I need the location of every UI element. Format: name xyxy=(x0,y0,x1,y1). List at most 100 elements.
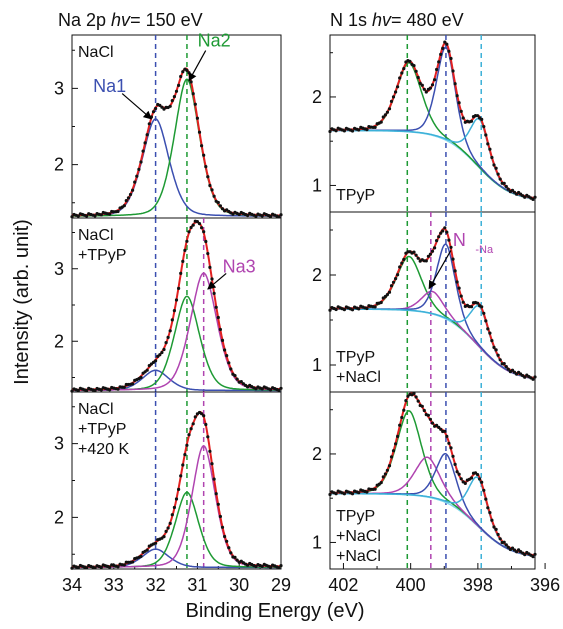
data-point xyxy=(512,190,517,194)
data-point xyxy=(210,462,214,466)
data-point xyxy=(85,389,89,393)
data-point xyxy=(428,252,432,256)
data-point xyxy=(391,449,396,453)
data-point xyxy=(430,83,435,87)
data-point xyxy=(494,348,498,352)
y-tick-label: 2 xyxy=(54,507,64,527)
data-point xyxy=(200,144,204,148)
data-point xyxy=(202,230,206,234)
data-point xyxy=(482,488,486,492)
data-point xyxy=(459,477,463,481)
data-point xyxy=(428,86,432,90)
data-point xyxy=(476,301,480,305)
data-point xyxy=(212,194,216,198)
x-tick-label: 402 xyxy=(328,575,358,595)
data-point xyxy=(197,130,202,134)
data-point xyxy=(328,492,332,497)
data-point xyxy=(439,231,443,235)
data-point xyxy=(512,370,517,374)
data-point xyxy=(455,94,459,98)
data-point xyxy=(191,422,195,426)
data-point xyxy=(214,492,218,496)
data-point xyxy=(227,361,231,365)
data-point xyxy=(174,298,179,302)
data-point xyxy=(396,85,400,89)
data-point xyxy=(441,229,445,233)
data-point xyxy=(488,331,492,335)
data-point xyxy=(208,183,212,188)
data-point xyxy=(168,104,172,108)
data-point xyxy=(223,534,227,539)
data-point xyxy=(206,435,210,439)
data-point xyxy=(187,230,191,234)
data-point xyxy=(170,318,174,322)
peak-arrow xyxy=(188,50,207,82)
data-point xyxy=(379,300,383,305)
data-point xyxy=(510,188,515,192)
data-point xyxy=(70,215,74,219)
data-point xyxy=(457,472,461,476)
data-point xyxy=(457,286,461,290)
data-point xyxy=(342,308,346,312)
data-point xyxy=(218,514,222,519)
data-point xyxy=(164,529,168,534)
data-point xyxy=(357,307,361,311)
data-point xyxy=(430,421,435,425)
y-tick-label: 3 xyxy=(54,259,64,279)
component-na2 xyxy=(72,295,281,391)
data-point xyxy=(124,199,128,203)
data-point xyxy=(170,99,174,103)
data-point xyxy=(164,341,168,345)
x-tick-label: 34 xyxy=(62,575,82,595)
data-point xyxy=(488,510,492,515)
sample-label: NaCl xyxy=(78,401,114,418)
data-point xyxy=(451,257,455,261)
data-point xyxy=(334,307,338,312)
data-point xyxy=(268,214,273,218)
data-point xyxy=(478,477,482,481)
data-point xyxy=(189,225,193,230)
data-point xyxy=(492,163,496,167)
data-point xyxy=(233,374,237,378)
data-point xyxy=(260,564,264,569)
data-point xyxy=(476,114,480,118)
data-point xyxy=(461,116,465,120)
data-point xyxy=(200,226,204,230)
x-axis-label: Binding Energy (eV) xyxy=(186,600,365,622)
x-tick-label: 30 xyxy=(229,575,249,595)
data-point xyxy=(482,125,486,129)
data-point xyxy=(387,464,392,468)
data-point xyxy=(116,565,120,569)
data-point xyxy=(160,105,164,109)
data-point xyxy=(279,213,283,217)
data-point xyxy=(412,391,416,396)
data-point xyxy=(379,481,383,485)
subpanel-3: 1 2 TPyP +NaCl +NaCl xyxy=(312,391,537,570)
subpanel-1: 2 3 NaCl Na1 Na2 xyxy=(54,30,283,219)
data-point xyxy=(99,213,103,217)
data-point xyxy=(412,64,416,68)
data-point xyxy=(202,153,206,157)
data-point xyxy=(350,492,355,496)
data-point xyxy=(145,368,149,372)
data-point xyxy=(108,388,112,392)
data-point xyxy=(383,113,387,117)
data-point xyxy=(523,195,527,199)
data-point xyxy=(394,277,398,281)
data-point xyxy=(437,425,441,429)
sample-label: +NaCl xyxy=(336,369,381,386)
title-hv: hv xyxy=(111,10,131,30)
data-point xyxy=(187,71,191,75)
data-point xyxy=(404,399,408,403)
data-point xyxy=(492,525,496,529)
data-point xyxy=(99,565,103,569)
data-point xyxy=(216,200,220,205)
data-point xyxy=(206,175,210,179)
data-point xyxy=(137,167,141,171)
y-tick-label: 2 xyxy=(54,331,64,351)
y-tick-label: 2 xyxy=(312,444,322,464)
data-point xyxy=(506,187,510,191)
peak-label: Na2 xyxy=(198,30,231,50)
data-point xyxy=(381,475,385,479)
data-point xyxy=(396,273,400,277)
